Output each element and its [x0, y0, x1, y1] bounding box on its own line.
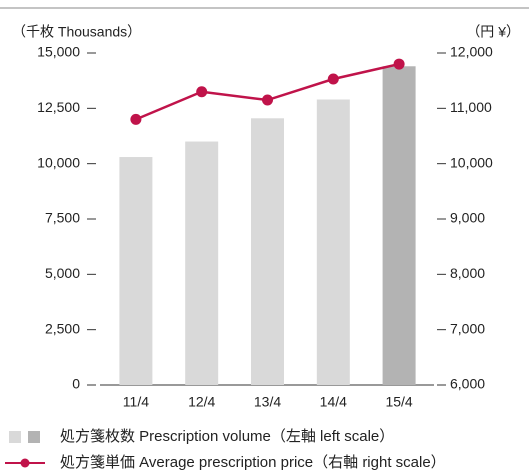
bar [185, 141, 219, 385]
y-tick-label: 12,500 [37, 99, 80, 115]
y2-tick-label: 10,000 [450, 154, 493, 170]
y-tick-label: 5,000 [45, 265, 80, 281]
line [135, 62, 400, 121]
y2-tick-label: 12,000 [450, 44, 493, 60]
legend-swatch [28, 431, 40, 443]
x-tick-label: 11/4 [123, 394, 149, 410]
y2-tick-label: 8,000 [450, 265, 485, 281]
legend-swatch [9, 431, 21, 443]
y-unit-label: （千枚 Thousands） [12, 24, 141, 40]
bar [316, 99, 350, 385]
legend-marker [20, 458, 30, 468]
y-tick-label: 0 [72, 376, 80, 392]
y2-tick-label: 6,000 [450, 376, 485, 392]
bar [382, 66, 416, 385]
y2-tick-label: 11,000 [450, 99, 492, 115]
line-marker [196, 86, 208, 98]
legend-label: 処方箋枚数 Prescription volume（左軸 left scale） [60, 427, 394, 445]
y2-tick-label: 7,000 [450, 320, 485, 336]
x-tick-label: 15/4 [385, 394, 412, 410]
x-tick-label: 13/4 [254, 394, 281, 410]
bar [251, 118, 284, 385]
y-tick-label: 2,500 [45, 320, 80, 336]
line-marker [130, 113, 142, 125]
x-tick-label: 14/4 [320, 394, 347, 410]
y2-unit-label: （円 ¥） [466, 24, 520, 40]
y-tick-label: 10,000 [37, 154, 80, 170]
bar [119, 157, 153, 385]
line-marker [327, 73, 339, 85]
x-tick-label: 12/4 [188, 394, 215, 410]
legend-label: 処方箋単価 Average prescription price（右軸 righ… [60, 453, 446, 471]
line-marker [393, 58, 405, 70]
y-tick-label: 15,000 [37, 44, 80, 60]
y2-tick-label: 9,000 [450, 210, 485, 226]
y-tick-label: 7,500 [45, 210, 80, 226]
line-marker [262, 94, 273, 106]
